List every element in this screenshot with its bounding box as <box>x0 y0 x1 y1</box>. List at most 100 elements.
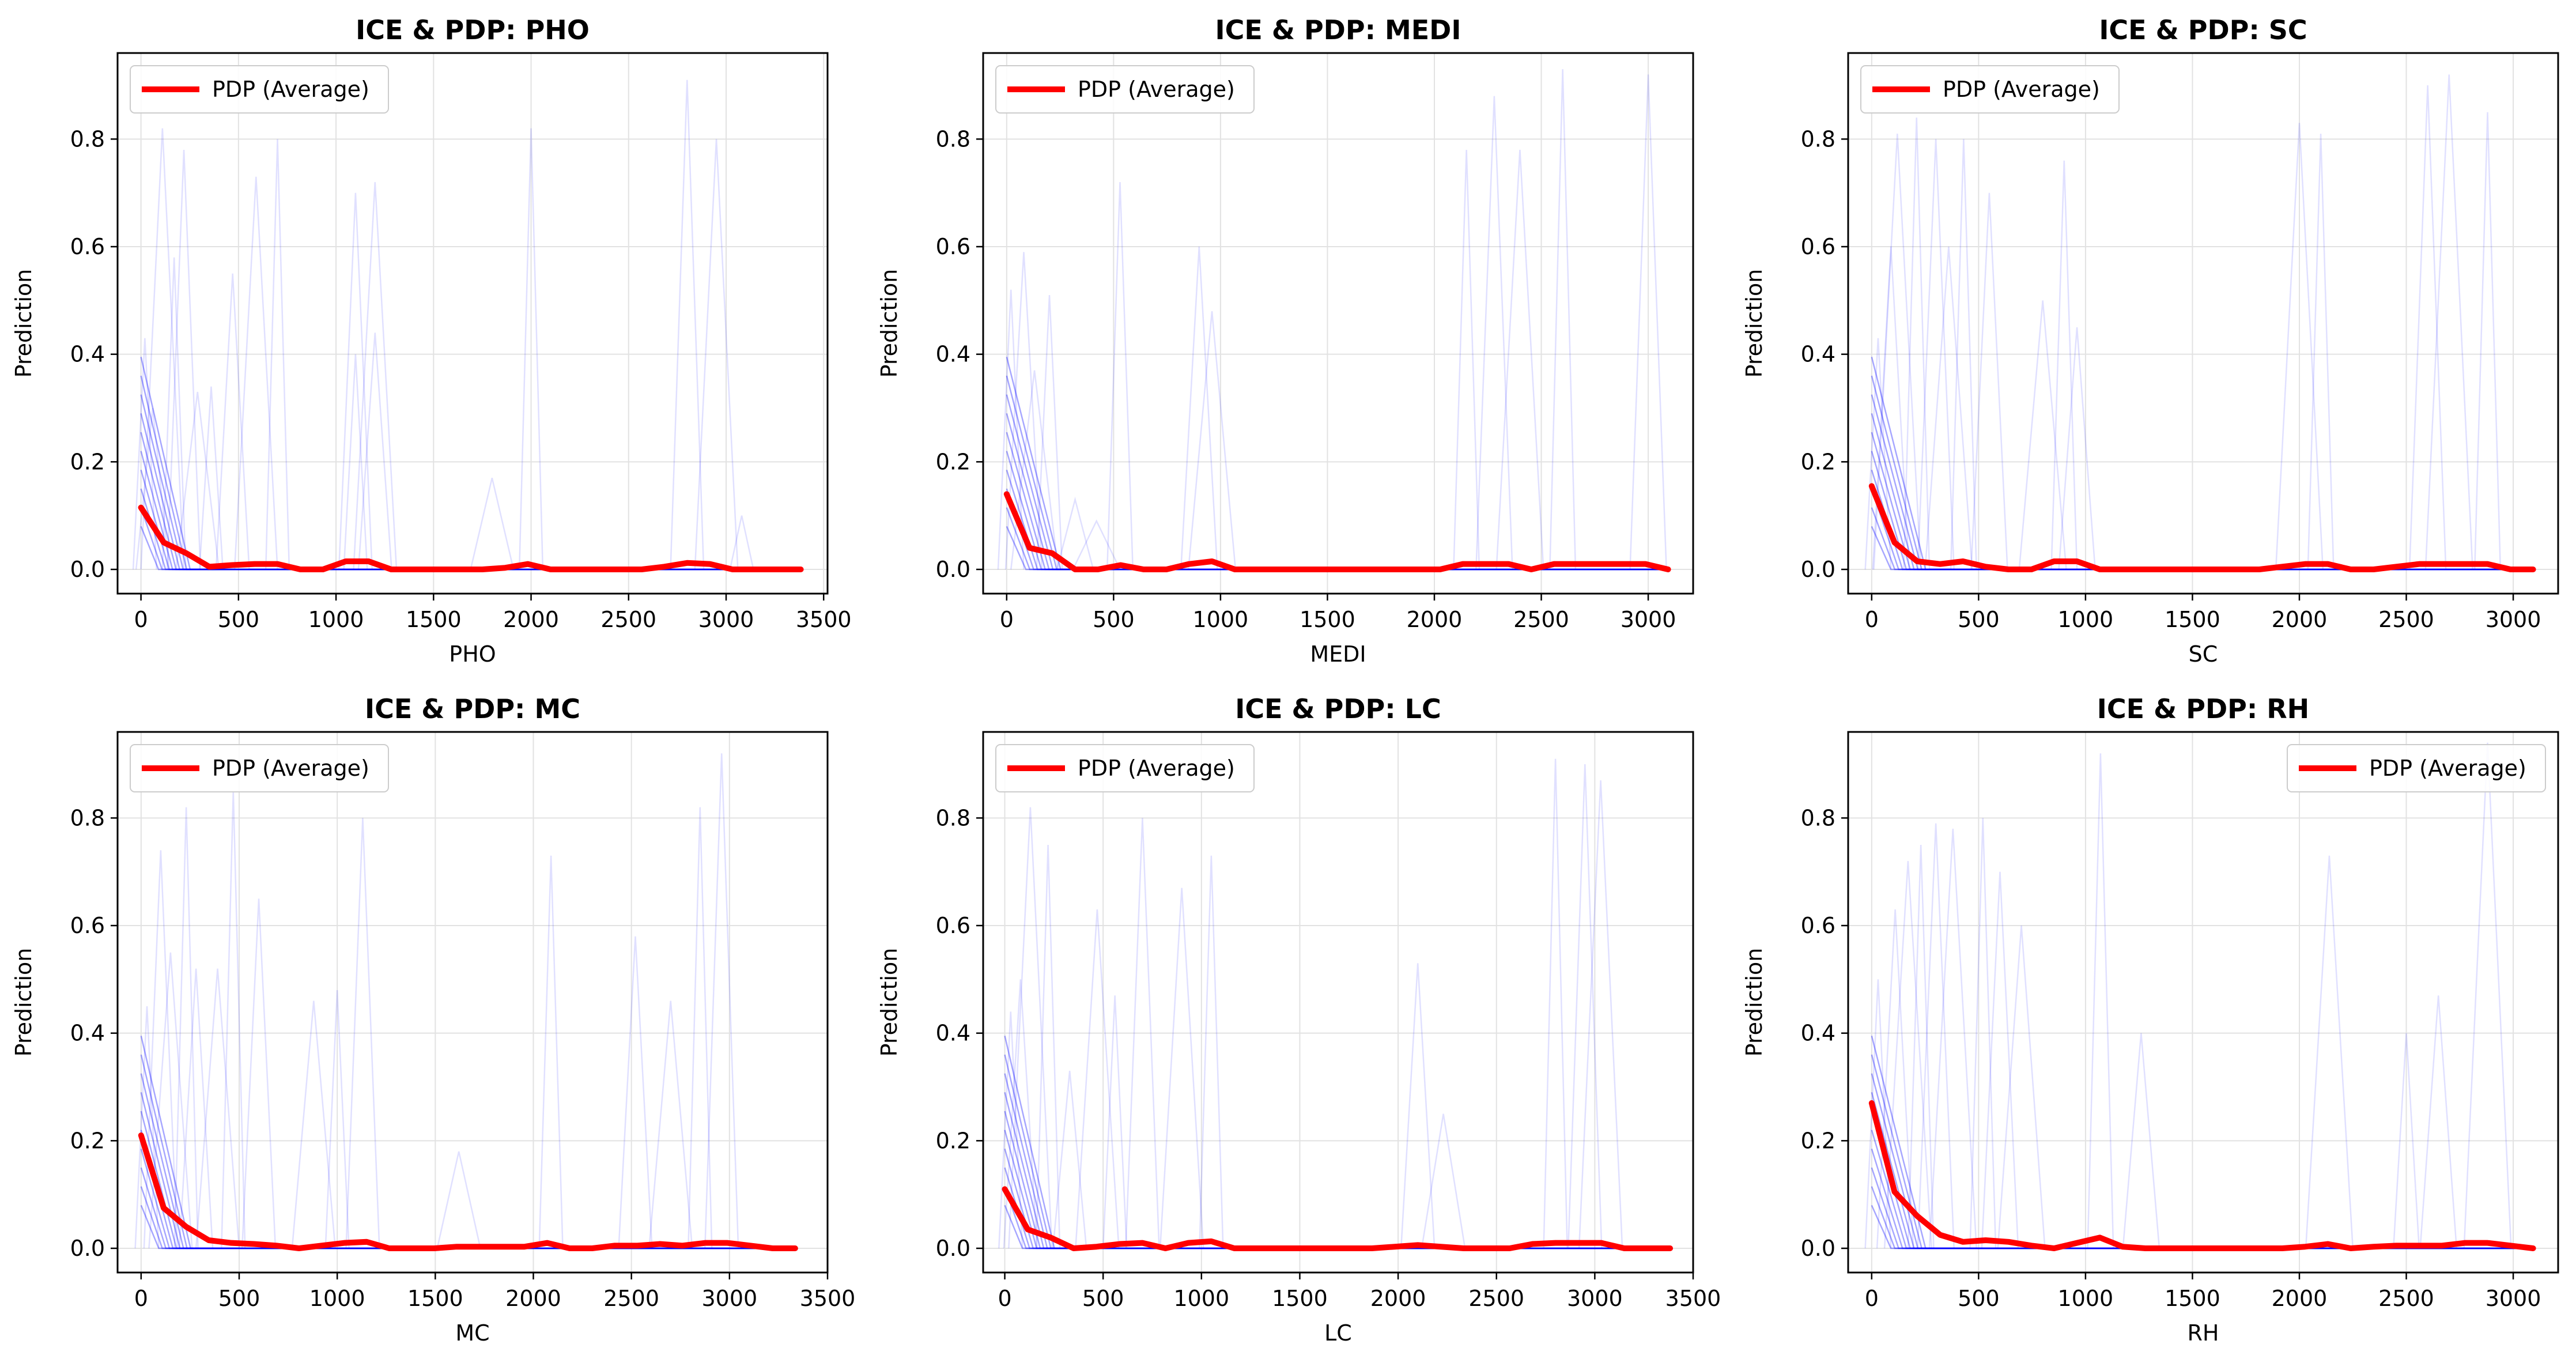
x-tick-label: 0 <box>1865 1286 1879 1311</box>
x-axis-label: MEDI <box>1310 641 1366 667</box>
ice-line <box>2307 133 2335 570</box>
ice-line <box>2424 74 2473 570</box>
legend-box <box>995 65 1255 114</box>
x-tick-label: 1000 <box>1173 1286 1229 1311</box>
ice-line <box>1006 507 1668 571</box>
ice-line <box>178 968 214 1249</box>
legend: PDP (Average) <box>1860 65 2120 114</box>
ice-line <box>1903 117 1931 570</box>
ice-line <box>195 968 240 1249</box>
pdp-line <box>1003 491 1671 572</box>
ice-line <box>2018 300 2067 570</box>
x-tick-label: 500 <box>218 607 260 632</box>
y-tick-label: 0.2 <box>1801 1128 1835 1153</box>
chart-title: ICE & PDP: MEDI <box>1215 14 1461 46</box>
x-tick-label: 2500 <box>603 1286 659 1311</box>
y-tick-label: 0.2 <box>936 449 970 474</box>
chart-panel-rh: 0 500 1000 1500 2000 2500 3000 0.0 0.2 0.4 0.6 0.8 I… <box>1742 693 2559 1346</box>
pdp-line <box>138 1132 798 1251</box>
ice-line <box>1871 469 2533 571</box>
legend-label: PDP (Average) <box>1943 77 2100 102</box>
ice-line <box>1871 432 2533 571</box>
y-tick-label: 0.0 <box>70 1236 105 1261</box>
chart-panel-sc: 0 500 1000 1500 2000 2500 3000 0.0 0.2 0.4 0.6 0.8 I… <box>1742 14 2559 667</box>
x-tick-label: 2500 <box>600 607 656 632</box>
legend: PDP (Average) <box>995 65 1255 114</box>
ice-line <box>291 1000 337 1249</box>
x-tick-label: 0 <box>1000 607 1014 632</box>
chart-panel-pho: 0 500 1000 1500 2000 2500 3000 3500 0.0 0.2 0.4 0.6… <box>11 14 852 667</box>
ice-line <box>324 990 350 1249</box>
ice-line <box>1056 496 1094 570</box>
ice-line <box>1871 1036 2533 1249</box>
pdp-line <box>138 504 804 572</box>
x-tick-label: 2000 <box>1370 1286 1426 1311</box>
y-tick-label: 0.8 <box>936 126 970 152</box>
pdp-line <box>1868 483 2536 572</box>
ice-line <box>140 128 185 570</box>
y-tick-label: 0.4 <box>1801 1021 1835 1046</box>
legend-box <box>130 744 389 792</box>
y-tick-label: 0.6 <box>936 234 970 259</box>
ice-line <box>1475 96 1513 570</box>
ice-line <box>1871 375 2533 571</box>
ice-line <box>2408 85 2447 570</box>
ice-line <box>704 753 739 1249</box>
plot-frame <box>1847 731 2559 1274</box>
ice-line <box>1578 780 1623 1249</box>
plot-frame <box>982 731 1694 1274</box>
x-tick-label: 2500 <box>1468 1286 1524 1311</box>
ice-line <box>2058 327 2096 570</box>
ice-line <box>161 257 187 570</box>
ice-line <box>1421 1113 1466 1249</box>
y-tick-label: 0.0 <box>1801 557 1835 582</box>
x-tick-label: 1500 <box>407 1286 463 1311</box>
ice-line <box>134 1006 160 1249</box>
x-tick-label: 1000 <box>1193 607 1249 632</box>
ice-line <box>1924 246 1973 570</box>
chart-title: ICE & PDP: PHO <box>356 14 590 46</box>
ice-line <box>1871 1205 2533 1249</box>
ice-line <box>1969 818 1997 1249</box>
x-tick-label: 500 <box>1958 1286 2000 1311</box>
legend: PDP (Average) <box>995 744 1255 792</box>
x-tick-label: 0 <box>1865 607 1879 632</box>
ice-line <box>1871 1054 2533 1249</box>
y-tick-label: 0.8 <box>70 805 105 830</box>
x-tick-label: 1500 <box>1300 607 1355 632</box>
ice-line <box>1871 1130 2533 1249</box>
chart-title: ICE & PDP: RH <box>2097 693 2309 724</box>
legend-box <box>2287 744 2546 792</box>
ice-line <box>143 850 179 1249</box>
ice-line <box>353 182 398 570</box>
ice-line <box>167 149 202 570</box>
ice-line <box>694 139 739 570</box>
y-tick-label: 0.2 <box>70 449 105 474</box>
ice-line <box>1187 311 1237 570</box>
ice-line <box>1871 1073 2533 1249</box>
ice-line <box>1125 818 1160 1249</box>
y-tick-label: 0.4 <box>70 342 105 367</box>
ice-line <box>1006 451 1668 571</box>
ice-line <box>1035 844 1061 1249</box>
x-tick-label: 3500 <box>796 607 852 632</box>
ice-line <box>343 354 368 570</box>
chart-panel-medi: 0 500 1000 1500 2000 2500 3000 0.0 0.2 0.4 0.6 0.8 I… <box>877 14 1694 667</box>
ice-line <box>1106 182 1134 570</box>
ice-line <box>1871 1148 2533 1249</box>
legend-box <box>995 744 1255 792</box>
x-tick-label: 3000 <box>701 1286 757 1311</box>
ice-line <box>1871 451 2533 571</box>
ice-line <box>1003 979 1038 1249</box>
ice-line <box>1180 246 1218 570</box>
ice-line <box>1917 139 1955 570</box>
x-tick-label: 3000 <box>2486 607 2541 632</box>
y-tick-label: 0.4 <box>70 1021 105 1046</box>
x-axis-label: MC <box>455 1320 489 1346</box>
legend-label: PDP (Average) <box>212 77 369 102</box>
chart-title: ICE & PDP: MC <box>365 693 580 724</box>
ice-line <box>1006 432 1668 571</box>
ice-line <box>2122 1033 2160 1249</box>
plot-frame <box>1847 52 2559 595</box>
ice-line <box>998 1011 1023 1249</box>
